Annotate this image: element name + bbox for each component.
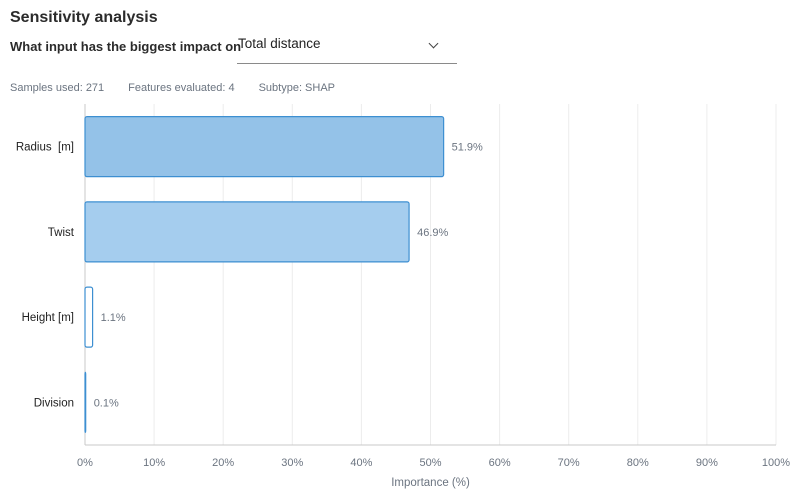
bar[interactable]	[84, 371, 87, 433]
value-label: 0.1%	[94, 397, 119, 409]
bar[interactable]	[84, 201, 410, 263]
category-label: Division	[34, 397, 74, 409]
category-label: Radius [m]	[16, 142, 74, 154]
output-select-value: Total distance	[238, 36, 321, 51]
bar[interactable]	[84, 116, 445, 178]
x-tick-label: 90%	[696, 457, 718, 469]
output-prompt-label: What input has the biggest impact on	[10, 39, 242, 54]
value-label: 1.1%	[101, 312, 126, 324]
x-tick-label: 50%	[419, 457, 441, 469]
x-tick-label: 30%	[281, 457, 303, 469]
category-label: Height [m]	[22, 312, 74, 324]
x-tick-label: 20%	[212, 457, 234, 469]
samples-used-text: Samples used: 271	[10, 82, 105, 94]
x-tick-label: 70%	[558, 457, 580, 469]
subtype-text: Subtype: SHAP	[258, 82, 336, 94]
bar[interactable]	[84, 286, 94, 348]
analysis-meta: Samples used: 271 Features evaluated: 4 …	[10, 82, 359, 94]
x-tick-label: 10%	[143, 457, 165, 469]
output-select[interactable]: Total distance	[237, 30, 457, 64]
x-tick-label: 0%	[77, 457, 93, 469]
x-axis-title: Importance (%)	[391, 477, 470, 489]
category-label: Twist	[48, 227, 75, 239]
x-tick-label: 40%	[350, 457, 372, 469]
bars	[84, 116, 445, 433]
value-label: 46.9%	[417, 227, 448, 239]
labels: 0% 10% 20% 30% 40% 50% 60% 70% 80% 90% 100% Radius …	[16, 142, 790, 469]
features-evaluated-text: Features evaluated: 4	[128, 82, 235, 94]
x-tick-label: 100%	[762, 457, 790, 469]
value-label: 51.9%	[452, 142, 483, 154]
page-title: Sensitivity analysis	[10, 9, 158, 26]
x-tick-label: 60%	[489, 457, 511, 469]
x-tick-label: 80%	[627, 457, 649, 469]
